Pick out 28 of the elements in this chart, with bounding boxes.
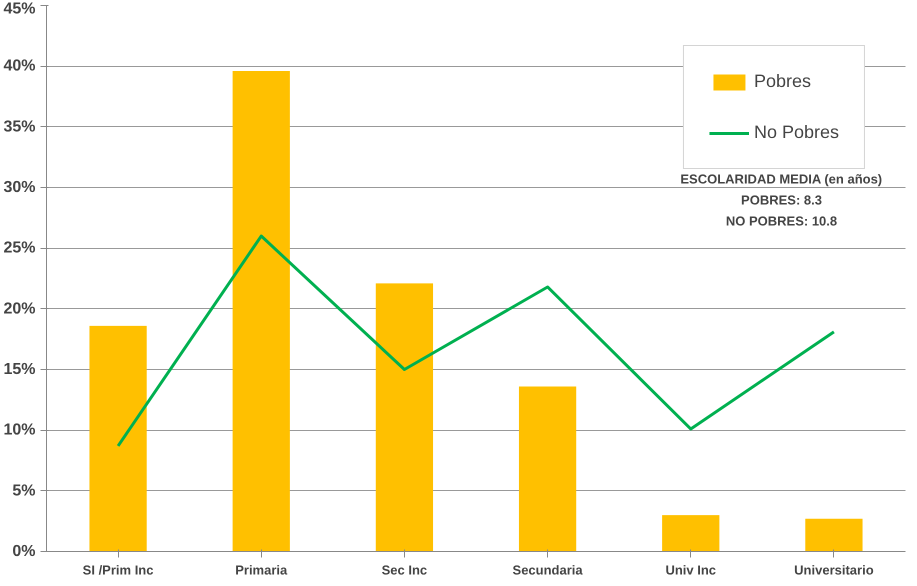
y-tick-label: 15% — [3, 361, 36, 378]
x-tick-label: Sec Inc — [382, 562, 428, 578]
y-tick-label: 45% — [3, 0, 36, 18]
x-tick-label: Primaria — [235, 562, 288, 578]
annotation: POBRES: 8.3 — [741, 192, 822, 208]
x-tick-label: SI /Prim Inc — [82, 562, 154, 578]
y-tick-label: 5% — [12, 482, 36, 500]
y-tick-label: 0% — [12, 543, 36, 560]
bar — [805, 518, 863, 552]
y-tick-label: 25% — [3, 240, 36, 257]
bar — [662, 515, 720, 552]
annotation: ESCOLARIDAD MEDIA (en años) — [680, 172, 882, 186]
bar — [376, 283, 434, 552]
y-tick-label: 35% — [3, 118, 36, 136]
y-tick-label: 20% — [3, 300, 36, 318]
y-tick-label: 40% — [3, 58, 36, 75]
legend-label: Pobres — [754, 71, 811, 92]
bar — [89, 326, 147, 552]
line-series — [116, 234, 836, 448]
x-tick-label: Secundaria — [512, 562, 584, 578]
bar — [232, 71, 290, 552]
legend-label: No Pobres — [754, 122, 839, 143]
x-tick-label: Univ Inc — [665, 562, 716, 578]
bar — [518, 386, 576, 552]
x-tick-label: Universitario — [794, 562, 874, 578]
annotation: NO POBRES: 10.8 — [726, 214, 838, 228]
y-tick-label: 10% — [3, 422, 36, 439]
y-tick-label: 30% — [3, 179, 36, 196]
